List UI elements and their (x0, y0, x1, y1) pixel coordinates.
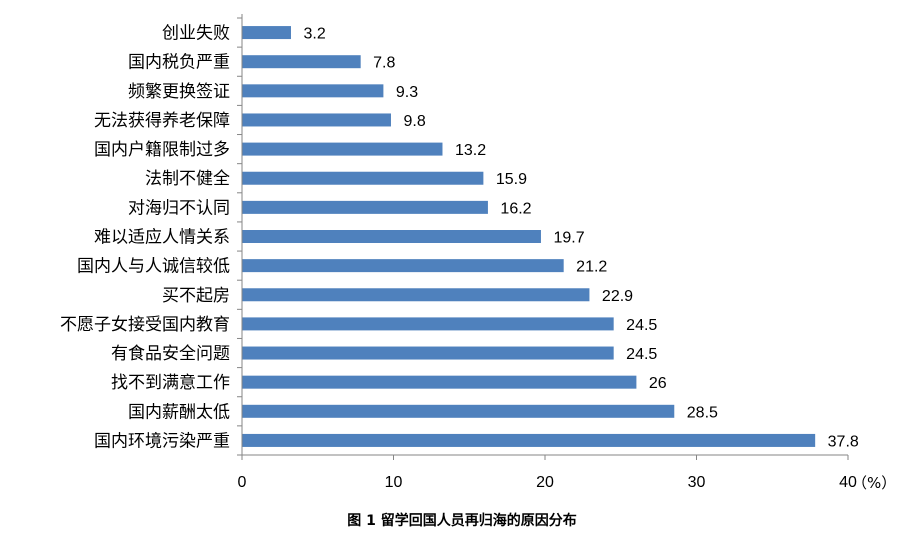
category-label: 国内税负严重 (128, 53, 230, 73)
bar (242, 113, 391, 127)
data-label: 19.7 (553, 230, 584, 247)
figure-caption: 图 1 留学回国人员再归海的原因分布 (347, 512, 577, 529)
category-label: 国内环境污染严重 (94, 431, 230, 451)
bar (242, 230, 541, 243)
bar (242, 200, 488, 214)
bar (242, 317, 614, 331)
data-label: 21.2 (576, 259, 607, 276)
data-label: 13.2 (455, 142, 486, 159)
x-tick-labels: 0 10 20 30 40 (238, 474, 857, 491)
data-label: 37.8 (828, 433, 859, 450)
data-label: 15.9 (496, 171, 527, 188)
data-label: 9.3 (396, 84, 418, 101)
bar (242, 346, 614, 360)
category-label: 法制不健全 (145, 169, 230, 189)
bar (242, 433, 816, 447)
data-label: 28.5 (687, 404, 718, 421)
category-label: 无法获得养老保障 (94, 111, 230, 131)
category-label: 有食品安全问题 (111, 344, 230, 364)
data-label: 7.8 (373, 55, 395, 72)
bar (242, 171, 484, 185)
data-label: 22.9 (602, 288, 633, 305)
category-label: 国内薪酬太低 (128, 402, 230, 422)
bar (242, 55, 361, 69)
category-label: 买不起房 (162, 286, 230, 306)
category-label: 国内人与人诚信较低 (77, 257, 230, 277)
bar (242, 26, 291, 40)
data-label: 9.8 (403, 113, 425, 130)
bar (242, 84, 384, 98)
data-label: 26 (649, 375, 667, 392)
x-tick-label: 0 (238, 474, 247, 491)
bar (242, 404, 675, 418)
category-label: 国内户籍限制过多 (94, 140, 230, 160)
data-label: 3.2 (303, 26, 325, 43)
category-label: 不愿子女接受国内教育 (60, 315, 230, 335)
x-tick-label: 40 (839, 474, 857, 491)
x-tick-label: 20 (536, 474, 554, 491)
bar (242, 259, 564, 273)
bar (242, 288, 590, 302)
x-tick-label: 10 (385, 474, 403, 491)
category-label: 找不到满意工作 (111, 373, 230, 393)
bars-layer (242, 26, 816, 447)
data-label: 24.5 (626, 317, 657, 334)
axis-layer (237, 14, 849, 460)
category-label: 创业失败 (162, 24, 230, 44)
category-labels: 创业失败国内税负严重频繁更换签证无法获得养老保障国内户籍限制过多法制不健全对海归… (60, 24, 230, 452)
data-label: 16.2 (500, 200, 531, 217)
x-unit-label: （%） (852, 474, 896, 492)
data-label: 24.5 (626, 346, 657, 363)
category-label: 难以适应人情关系 (94, 228, 230, 248)
x-tick-label: 30 (688, 474, 706, 491)
bar (242, 142, 443, 156)
value-labels: 3.2 7.89.3 9.8 13.2 15.9 16.2 19.7 21.2 22.9 24.5… (303, 26, 858, 451)
category-label: 频繁更换签证 (128, 82, 230, 102)
bar (242, 375, 637, 389)
category-label: 对海归不认同 (128, 198, 230, 218)
